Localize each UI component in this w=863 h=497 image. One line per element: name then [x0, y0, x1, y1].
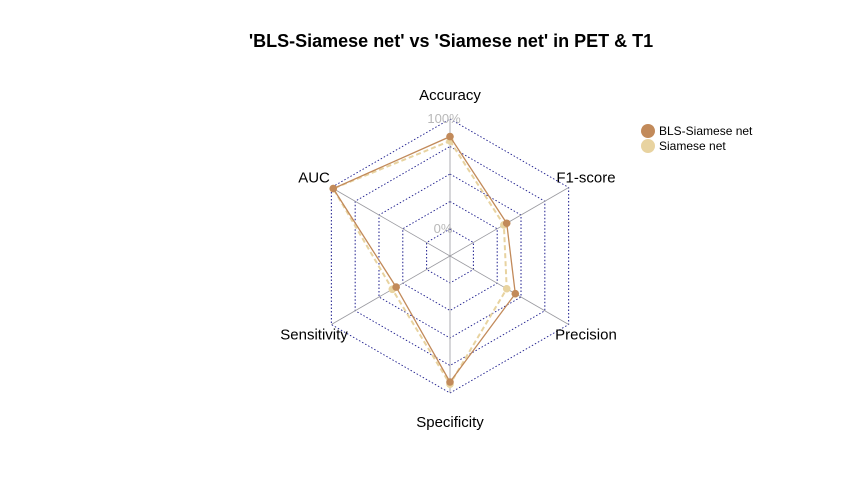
series-0-point-5 — [329, 184, 338, 193]
series-0-point-3 — [446, 378, 454, 386]
series-0-point-0 — [446, 132, 454, 141]
axis-label-precision: Precision — [555, 327, 617, 344]
axis-label-f1-score: F1-score — [556, 170, 615, 187]
series-0-point-4 — [392, 283, 400, 291]
legend-label-bls-siamese: BLS-Siamese net — [659, 124, 753, 138]
spoke-5 — [331, 187, 451, 257]
legend-marker-bls-siamese — [641, 124, 655, 138]
series-1-point-2 — [502, 284, 511, 293]
legend-marker-siamese — [641, 139, 655, 153]
axis-label-specificity: Specificity — [416, 414, 484, 431]
series-0 — [329, 132, 520, 386]
series-0-point-1 — [502, 219, 511, 228]
chart-title: 'BLS-Siamese net' vs 'Siamese net' in PE… — [249, 31, 653, 51]
ring-label-min: 0% — [434, 221, 453, 236]
series-0-point-2 — [511, 289, 520, 298]
series-line-0 — [332, 135, 516, 384]
legend-label-siamese: Siamese net — [659, 139, 726, 153]
axis-labels: Accuracy F1-score Precision Specificity Sens… — [280, 87, 617, 431]
radar-grid — [330, 118, 570, 394]
ring-label-max: 100% — [427, 111, 461, 126]
axis-label-auc: AUC — [298, 170, 330, 187]
legend: BLS-Siamese net Siamese net — [641, 124, 753, 153]
series-1 — [329, 137, 511, 389]
axis-label-sensitivity: Sensitivity — [280, 327, 348, 344]
series-layer — [329, 132, 520, 389]
axis-label-accuracy: Accuracy — [419, 87, 481, 104]
